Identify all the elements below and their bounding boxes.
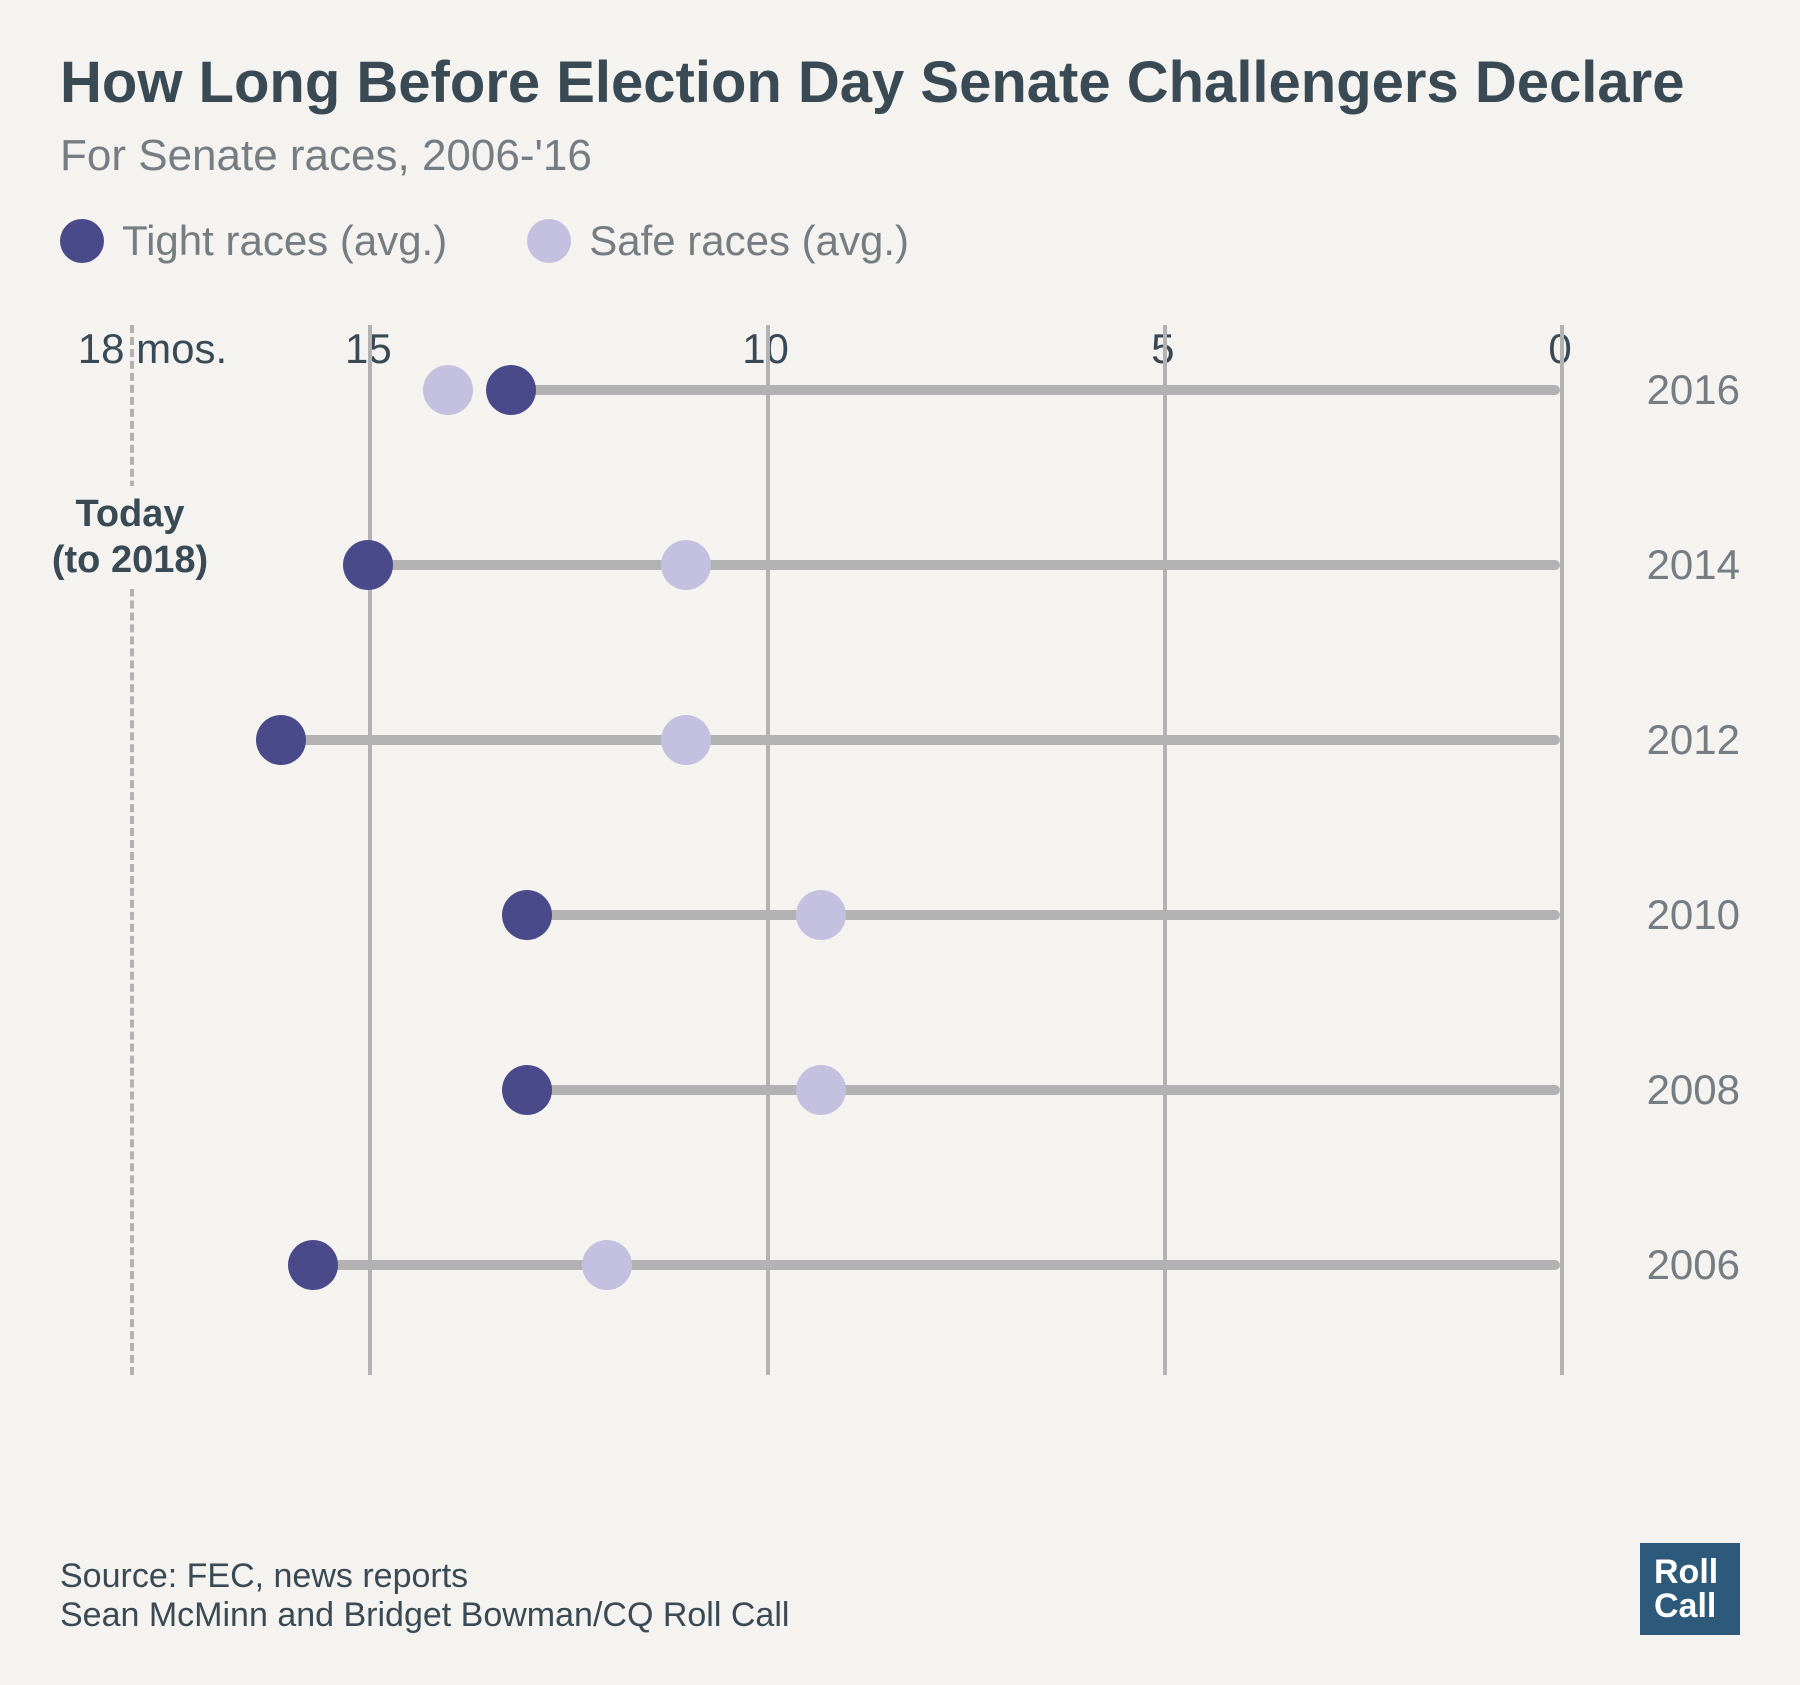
dot-tight <box>486 365 536 415</box>
dot-safe <box>661 540 711 590</box>
plot-area: 18 mos.151050 201620142012201020082006To… <box>60 325 1740 1375</box>
legend-swatch-safe <box>527 219 571 263</box>
source-line-2: Sean McMinn and Bridget Bowman/CQ Roll C… <box>60 1596 1740 1635</box>
row-connector-line <box>527 910 1560 920</box>
gridline <box>766 325 770 1375</box>
legend-item-tight: Tight races (avg.) <box>60 217 447 265</box>
legend-item-safe: Safe races (avg.) <box>527 217 909 265</box>
row-year-label: 2010 <box>1647 891 1740 939</box>
dot-safe <box>423 365 473 415</box>
row-year-label: 2008 <box>1647 1066 1740 1114</box>
legend-swatch-tight <box>60 219 104 263</box>
gridline <box>1560 325 1564 1375</box>
plot: 201620142012201020082006Today(to 2018) <box>60 325 1740 1375</box>
row-year-label: 2012 <box>1647 716 1740 764</box>
today-label-line-1: Today <box>52 492 208 538</box>
legend: Tight races (avg.) Safe races (avg.) <box>60 217 1740 265</box>
publisher-logo: Roll Call <box>1640 1543 1740 1635</box>
row-connector-line <box>511 385 1560 395</box>
dot-tight <box>256 715 306 765</box>
chart-subtitle: For Senate races, 2006-'16 <box>60 131 1740 181</box>
dot-safe <box>661 715 711 765</box>
row-connector-line <box>368 560 1560 570</box>
gridline <box>368 325 372 1375</box>
dot-tight <box>502 890 552 940</box>
gridline <box>1163 325 1167 1375</box>
row-connector-line <box>527 1085 1560 1095</box>
dot-safe <box>796 1065 846 1115</box>
row-connector-line <box>281 735 1560 745</box>
row-connector-line <box>313 1260 1560 1270</box>
dot-tight <box>502 1065 552 1115</box>
row-year-label: 2006 <box>1647 1241 1740 1289</box>
chart-title: How Long Before Election Day Senate Chal… <box>60 50 1740 117</box>
today-marker-label: Today(to 2018) <box>52 486 208 589</box>
dot-safe <box>582 1240 632 1290</box>
logo-line-1: Roll <box>1654 1555 1726 1589</box>
chart-footer: Source: FEC, news reports Sean McMinn an… <box>60 1557 1740 1635</box>
chart-container: How Long Before Election Day Senate Chal… <box>0 0 1800 1685</box>
dot-tight <box>288 1240 338 1290</box>
logo-line-2: Call <box>1654 1589 1726 1623</box>
row-year-label: 2014 <box>1647 541 1740 589</box>
legend-label-tight: Tight races (avg.) <box>122 217 447 265</box>
legend-label-safe: Safe races (avg.) <box>589 217 909 265</box>
gridline-dashed <box>130 325 134 1375</box>
row-year-label: 2016 <box>1647 366 1740 414</box>
dot-safe <box>796 890 846 940</box>
dot-tight <box>343 540 393 590</box>
today-label-line-2: (to 2018) <box>52 538 208 584</box>
source-line-1: Source: FEC, news reports <box>60 1557 1740 1596</box>
